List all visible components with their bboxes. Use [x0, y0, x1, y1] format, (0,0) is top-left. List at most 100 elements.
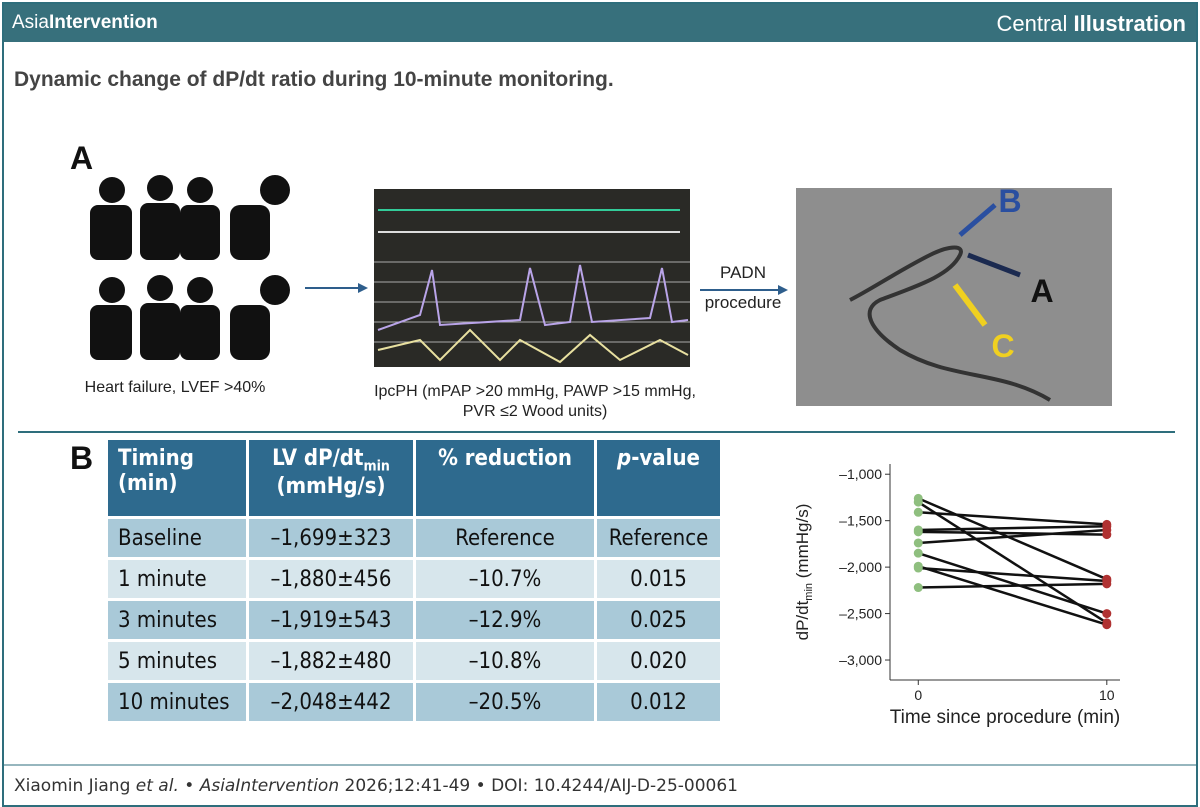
- label-bold: Illustration: [1073, 11, 1186, 36]
- table-cell: 3 minutes: [108, 601, 246, 639]
- patient-point: [1102, 620, 1112, 630]
- journal: AsiaIntervention: [12, 12, 158, 34]
- patient-point: [913, 538, 923, 548]
- table: Timing (min) LV dP/dtmin (mmHg/s) % reduct…: [105, 437, 723, 724]
- patient-line: [917, 564, 1108, 626]
- patient-point: [913, 583, 923, 593]
- table-cell: –10.7%: [416, 560, 594, 598]
- table-cell: –10.8%: [416, 642, 594, 680]
- y-tick-label: –1,500: [839, 513, 882, 529]
- table-cell: –1,919±543: [249, 601, 413, 639]
- table-cell: –1,880±456: [249, 560, 413, 598]
- pointer-a: [967, 252, 1021, 278]
- y-tick-label: –2,500: [839, 606, 882, 622]
- patient-point: [1102, 525, 1112, 535]
- table-cell: Baseline: [108, 519, 246, 557]
- patient-point: [913, 497, 923, 507]
- caption: IpcPH (mPAP >20 mmHg, PAWP >15 mmHg,: [374, 383, 696, 400]
- table-cell: –2,048±442: [249, 683, 413, 721]
- patient-line: [917, 497, 1108, 581]
- table-cell: 1 minute: [108, 560, 246, 598]
- panel-label: A: [70, 140, 94, 176]
- patient-line: [918, 530, 1107, 536]
- y-label-sub: min: [803, 583, 815, 601]
- caption: PVR ≤2 Wood units): [463, 403, 608, 420]
- footer-text: et al.: [135, 776, 179, 796]
- patient-point: [913, 527, 923, 537]
- patient-line: [917, 551, 1108, 615]
- patient-line: [918, 582, 1107, 589]
- pointer-b: [958, 203, 997, 237]
- illustration-label: Central Illustration: [997, 11, 1187, 37]
- patient-point: [913, 563, 923, 573]
- chart: –1,000 –1,500 –2,000 –2,500 –3,000 0 10 Time si…: [793, 464, 1120, 728]
- image-label: B: [998, 183, 1021, 219]
- table-cell: 0.025: [597, 601, 720, 639]
- catheter: [849, 245, 1052, 402]
- monitor-grid: [374, 261, 690, 343]
- image-label: C: [991, 328, 1014, 364]
- header-cell: Timing (min): [108, 440, 246, 516]
- table-cell: Reference: [416, 519, 594, 557]
- x-tick-label: 10: [1099, 687, 1115, 703]
- header-text: (min): [118, 471, 178, 496]
- footer: Xiaomin Jiang et al. • AsiaIntervention …: [14, 776, 738, 796]
- header-text: % reduction: [438, 446, 572, 471]
- arrow-head: [358, 283, 368, 293]
- header-cell: % reduction: [416, 440, 594, 516]
- x-axis-label: Time since procedure (min): [890, 707, 1121, 728]
- label-prefix: Central: [996, 11, 1068, 36]
- header-row: Timing (min) LV dP/dtmin (mmHg/s) % reduct…: [108, 440, 720, 516]
- table-cell: –1,699±323: [249, 519, 413, 557]
- header-text: (mmHg/s): [276, 474, 386, 500]
- table-row: 3 minutes –1,919±543 –12.9% 0.025: [108, 601, 720, 639]
- patient-line: [918, 511, 1107, 526]
- footer-text: Xiaomin Jiang: [14, 776, 136, 796]
- patient-line: [918, 528, 1107, 545]
- arrow-label: procedure: [705, 293, 782, 312]
- pressure-trace: [377, 264, 689, 331]
- table-cell: Reference: [597, 519, 720, 557]
- table-cell: 0.020: [597, 642, 720, 680]
- pointer-c: [952, 283, 988, 327]
- table-cell: 10 minutes: [108, 683, 246, 721]
- table-cell: –12.9%: [416, 601, 594, 639]
- panel-label: B: [70, 440, 94, 476]
- header-bar: AsiaIntervention Central Illustration: [4, 4, 1196, 42]
- patient-icons: [90, 175, 290, 360]
- pressure-trace: [377, 328, 689, 364]
- y-axis-label: dP/dtmin (mmHg/s): [793, 504, 815, 641]
- header-cell: p-value: [597, 440, 720, 516]
- header-text: p: [617, 446, 632, 471]
- header-subscript: min: [363, 458, 390, 475]
- patient-point: [913, 507, 923, 517]
- journal-bold: Intervention: [48, 12, 158, 33]
- table-row: 10 minutes –2,048±442 –20.5% 0.012: [108, 683, 720, 721]
- y-label-part: (mmHg/s): [793, 504, 812, 583]
- patient-point: [1102, 609, 1112, 619]
- image-label: A: [1030, 273, 1053, 309]
- patient-line: [918, 566, 1107, 583]
- journal-prefix: Asia: [12, 12, 49, 33]
- header-text: Timing: [118, 446, 194, 471]
- table-cell: 0.012: [597, 683, 720, 721]
- title: Dynamic change of dP/dt ratio during 10-…: [14, 68, 614, 91]
- patient-line: [918, 524, 1107, 532]
- y-label-part: dP/dt: [793, 600, 812, 640]
- y-tick-label: –1,000: [839, 466, 882, 482]
- y-tick-label: –2,000: [839, 559, 882, 575]
- table-body: Baseline –1,699±323 Reference Reference 1 mi…: [108, 519, 720, 721]
- header-text: -value: [631, 446, 700, 471]
- patient-point: [1102, 579, 1112, 589]
- header-text: LV dP/dt: [272, 446, 364, 471]
- y-tick-label: –3,000: [839, 652, 882, 668]
- footer-text: 2026;12:41-49 • DOI: 10.4244/AIJ-D-25-00…: [339, 776, 738, 796]
- angiogram-image: [796, 188, 1112, 406]
- x-tick-label: 0: [914, 687, 922, 703]
- table-cell: 5 minutes: [108, 642, 246, 680]
- footer-text: •: [178, 776, 200, 796]
- table-row: 5 minutes –1,882±480 –10.8% 0.020: [108, 642, 720, 680]
